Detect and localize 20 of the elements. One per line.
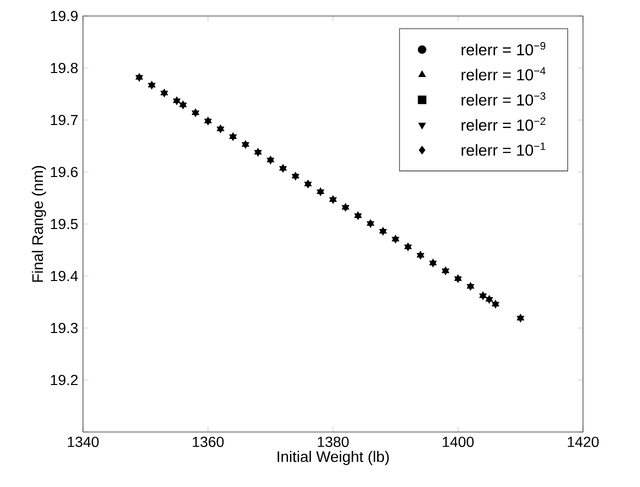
y-tick-label: 19.8 [50,62,78,74]
y-tick-label: 19.5 [50,218,78,230]
y-axis-title: Final Range (nm) [32,166,46,282]
x-tick-label: 1360 [192,436,224,448]
y-tick-label: 19.7 [50,114,78,126]
y-tick-label: 19.6 [50,166,78,178]
y-tick-label: 19.9 [50,10,78,22]
y-tick-label: 19.4 [50,270,78,282]
x-tick-label: 1420 [568,436,599,448]
legend-label: relerr = 10$^{−3}$ [462,92,546,106]
y-tick-label: 19.3 [50,322,78,334]
x-tick-label: 1340 [68,436,99,448]
legend-label: relerr = 10$^{−2}$ [462,117,546,131]
legend-label: relerr = 10$^{−4}$ [462,67,546,80]
x-tick-label: 1400 [442,436,474,448]
legend-label: relerr = 10$^{−9}$ [462,42,546,56]
x-tick-label: 1380 [318,436,349,448]
x-axis-title: Initial Weight (lb) [278,450,389,466]
legend-label: relerr = 10$^{−1}$ [462,142,546,156]
y-tick-label: 19.2 [50,374,78,386]
